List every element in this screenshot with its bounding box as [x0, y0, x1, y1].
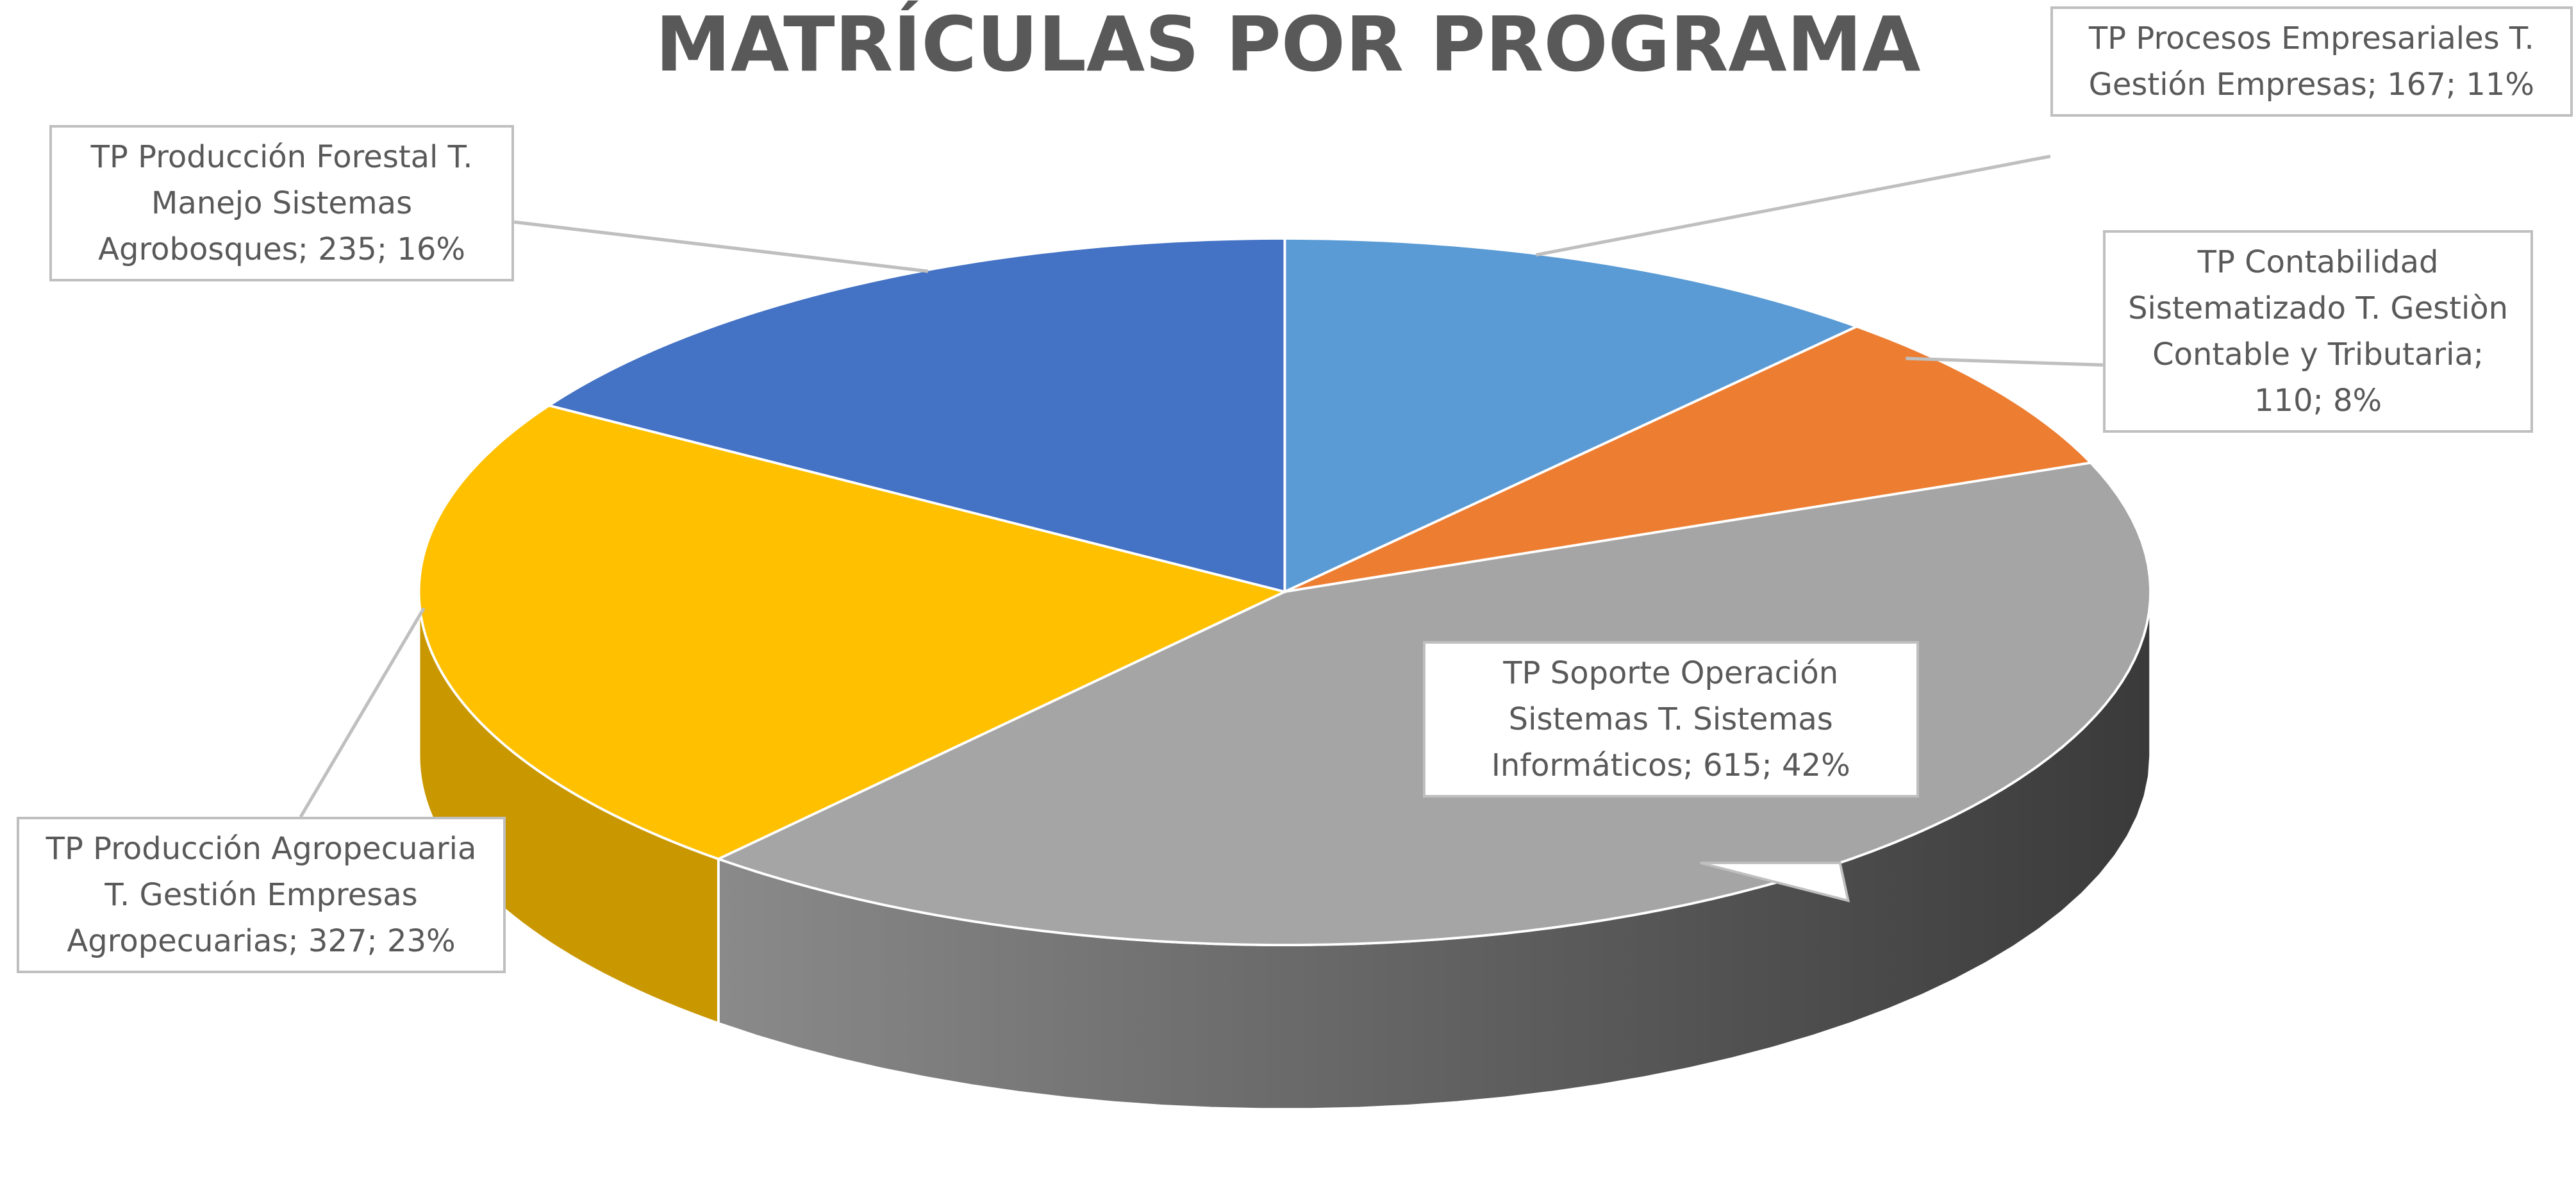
data-label: TP Contabilidad Sistematizado T. Gestiòn…	[2102, 230, 2534, 433]
leader-line	[513, 220, 929, 273]
leader-line	[1906, 356, 2103, 367]
leader-line	[1536, 155, 2051, 257]
slice	[545, 237, 1286, 594]
leader-line	[299, 607, 426, 818]
slice	[417, 404, 1289, 860]
data-label: TP Producción Forestal T. Manejo Sistema…	[49, 124, 515, 281]
slice	[1284, 325, 2093, 593]
data-label: TP Soporte Operación Sistemas T. Sistema…	[1422, 640, 1919, 798]
chart-title: MATRÍCULAS POR PROGRAMA	[655, 0, 1921, 88]
data-label: TP Producción Agropecuaria T. Gestión Em…	[16, 816, 506, 973]
slice	[1283, 237, 1860, 594]
data-label: TP Procesos Empresariales T. Gestión Emp…	[2050, 6, 2573, 117]
callout-pointer	[1700, 862, 1850, 903]
